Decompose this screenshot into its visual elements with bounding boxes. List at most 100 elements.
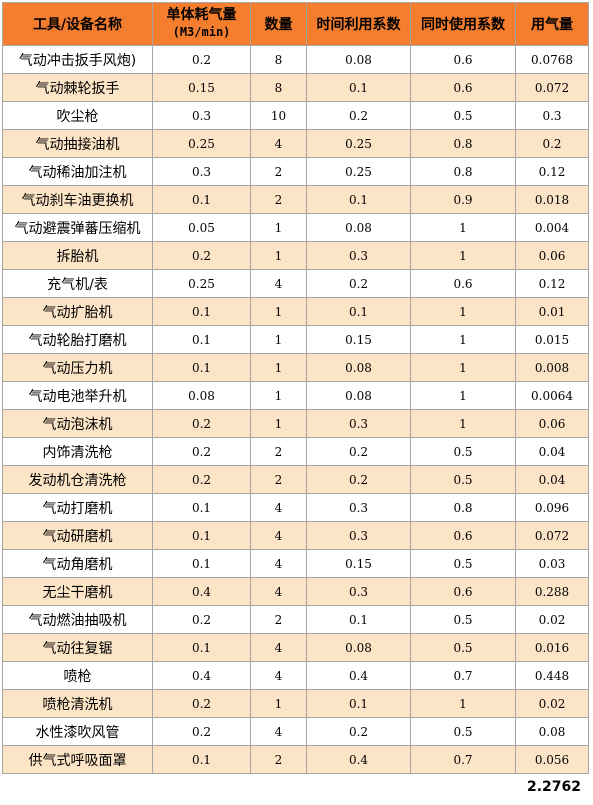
table-row: 气动压力机 0.1 1 0.08 1 0.008 bbox=[2, 353, 589, 382]
cell-name: 喷枪清洗机 bbox=[2, 689, 153, 718]
cell-unit-consumption: 0.1 bbox=[152, 521, 251, 550]
cell-quantity: 2 bbox=[250, 745, 307, 774]
cell-name: 拆胎机 bbox=[2, 241, 153, 270]
cell-name: 气动避震弹蕃压缩机 bbox=[2, 213, 153, 242]
cell-time-utilization: 0.3 bbox=[306, 409, 411, 438]
cell-time-utilization: 0.2 bbox=[306, 465, 411, 494]
cell-quantity: 4 bbox=[250, 521, 307, 550]
cell-air-usage: 0.004 bbox=[515, 213, 589, 242]
cell-name: 气动压力机 bbox=[2, 353, 153, 382]
cell-unit-consumption: 0.1 bbox=[152, 325, 251, 354]
cell-air-usage: 0.015 bbox=[515, 325, 589, 354]
header-name: 工具/设备名称 bbox=[2, 2, 153, 46]
header-unit-consumption-unit: (M3/min) bbox=[172, 25, 231, 39]
cell-unit-consumption: 0.2 bbox=[152, 241, 251, 270]
table-row: 气动研磨机 0.1 4 0.3 0.6 0.072 bbox=[2, 521, 589, 550]
header-air-usage: 用气量 bbox=[515, 2, 589, 46]
cell-quantity: 1 bbox=[250, 297, 307, 326]
cell-quantity: 4 bbox=[250, 493, 307, 522]
cell-name: 喷枪 bbox=[2, 661, 153, 690]
cell-name: 气动刹车油更换机 bbox=[2, 185, 153, 214]
cell-time-utilization: 0.25 bbox=[306, 157, 411, 186]
cell-quantity: 4 bbox=[250, 577, 307, 606]
cell-simultaneous-use: 0.9 bbox=[410, 185, 516, 214]
cell-simultaneous-use: 1 bbox=[410, 297, 516, 326]
cell-unit-consumption: 0.05 bbox=[152, 213, 251, 242]
cell-time-utilization: 0.2 bbox=[306, 269, 411, 298]
cell-air-usage: 0.04 bbox=[515, 465, 589, 494]
table-row: 气动棘轮扳手 0.15 8 0.1 0.6 0.072 bbox=[2, 73, 589, 102]
cell-name: 气动抽接油机 bbox=[2, 129, 153, 158]
table-row: 气动角磨机 0.1 4 0.15 0.5 0.03 bbox=[2, 549, 589, 578]
cell-unit-consumption: 0.3 bbox=[152, 101, 251, 130]
cell-unit-consumption: 0.2 bbox=[152, 689, 251, 718]
cell-name: 气动角磨机 bbox=[2, 549, 153, 578]
header-unit-consumption: 单体耗气量 (M3/min) bbox=[152, 2, 251, 46]
cell-time-utilization: 0.3 bbox=[306, 521, 411, 550]
cell-unit-consumption: 0.1 bbox=[152, 633, 251, 662]
table-row: 拆胎机 0.2 1 0.3 1 0.06 bbox=[2, 241, 589, 270]
cell-unit-consumption: 0.1 bbox=[152, 297, 251, 326]
cell-air-usage: 0.02 bbox=[515, 605, 589, 634]
cell-air-usage: 0.056 bbox=[515, 745, 589, 774]
cell-air-usage: 0.06 bbox=[515, 409, 589, 438]
cell-name: 气动电池举升机 bbox=[2, 381, 153, 410]
cell-name: 吹尘枪 bbox=[2, 101, 153, 130]
table-row: 无尘干磨机 0.4 4 0.3 0.6 0.288 bbox=[2, 577, 589, 606]
cell-air-usage: 0.008 bbox=[515, 353, 589, 382]
cell-unit-consumption: 0.15 bbox=[152, 73, 251, 102]
cell-time-utilization: 0.2 bbox=[306, 717, 411, 746]
cell-name: 供气式呼吸面罩 bbox=[2, 745, 153, 774]
cell-unit-consumption: 0.08 bbox=[152, 381, 251, 410]
cell-time-utilization: 0.15 bbox=[306, 325, 411, 354]
cell-unit-consumption: 0.2 bbox=[152, 45, 251, 74]
cell-time-utilization: 0.1 bbox=[306, 297, 411, 326]
cell-unit-consumption: 0.1 bbox=[152, 549, 251, 578]
cell-time-utilization: 0.3 bbox=[306, 493, 411, 522]
cell-name: 无尘干磨机 bbox=[2, 577, 153, 606]
cell-time-utilization: 0.1 bbox=[306, 689, 411, 718]
table-row: 气动冲击扳手风炮) 0.2 8 0.08 0.6 0.0768 bbox=[2, 45, 589, 74]
cell-time-utilization: 0.25 bbox=[306, 129, 411, 158]
cell-quantity: 4 bbox=[250, 661, 307, 690]
cell-air-usage: 0.0768 bbox=[515, 45, 589, 74]
header-time-utilization: 时间利用系数 bbox=[306, 2, 411, 46]
cell-simultaneous-use: 1 bbox=[410, 325, 516, 354]
cell-unit-consumption: 0.1 bbox=[152, 745, 251, 774]
cell-air-usage: 0.12 bbox=[515, 157, 589, 186]
cell-air-usage: 0.01 bbox=[515, 297, 589, 326]
cell-quantity: 2 bbox=[250, 157, 307, 186]
cell-air-usage: 0.04 bbox=[515, 437, 589, 466]
cell-quantity: 8 bbox=[250, 45, 307, 74]
cell-simultaneous-use: 0.8 bbox=[410, 493, 516, 522]
cell-unit-consumption: 0.1 bbox=[152, 493, 251, 522]
cell-unit-consumption: 0.2 bbox=[152, 437, 251, 466]
cell-time-utilization: 0.15 bbox=[306, 549, 411, 578]
table-row: 喷枪 0.4 4 0.4 0.7 0.448 bbox=[2, 661, 589, 690]
cell-unit-consumption: 0.1 bbox=[152, 185, 251, 214]
cell-quantity: 2 bbox=[250, 437, 307, 466]
cell-air-usage: 0.06 bbox=[515, 241, 589, 270]
cell-quantity: 1 bbox=[250, 689, 307, 718]
cell-simultaneous-use: 0.5 bbox=[410, 549, 516, 578]
cell-name: 充气机/表 bbox=[2, 269, 153, 298]
cell-air-usage: 0.018 bbox=[515, 185, 589, 214]
table-row: 吹尘枪 0.3 10 0.2 0.5 0.3 bbox=[2, 101, 589, 130]
cell-quantity: 4 bbox=[250, 717, 307, 746]
cell-name: 气动打磨机 bbox=[2, 493, 153, 522]
cell-air-usage: 0.08 bbox=[515, 717, 589, 746]
cell-quantity: 4 bbox=[250, 549, 307, 578]
cell-time-utilization: 0.4 bbox=[306, 661, 411, 690]
table-row: 发动机仓清洗枪 0.2 2 0.2 0.5 0.04 bbox=[2, 465, 589, 494]
cell-time-utilization: 0.08 bbox=[306, 213, 411, 242]
cell-time-utilization: 0.08 bbox=[306, 381, 411, 410]
cell-time-utilization: 0.2 bbox=[306, 101, 411, 130]
table-body: 气动冲击扳手风炮) 0.2 8 0.08 0.6 0.0768 气动棘轮扳手 0.15 8 0.1… bbox=[2, 45, 589, 774]
cell-simultaneous-use: 0.5 bbox=[410, 101, 516, 130]
cell-quantity: 4 bbox=[250, 269, 307, 298]
cell-simultaneous-use: 1 bbox=[410, 381, 516, 410]
cell-name: 气动冲击扳手风炮) bbox=[2, 45, 153, 74]
cell-name: 气动轮胎打磨机 bbox=[2, 325, 153, 354]
table-row: 充气机/表 0.25 4 0.2 0.6 0.12 bbox=[2, 269, 589, 298]
cell-name: 内饰清洗枪 bbox=[2, 437, 153, 466]
